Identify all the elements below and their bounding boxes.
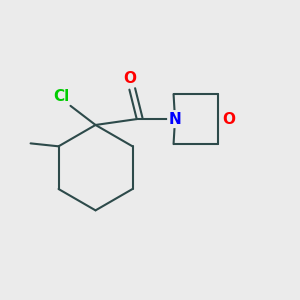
Text: O: O — [123, 71, 136, 86]
Text: Cl: Cl — [53, 89, 69, 104]
Text: N: N — [169, 112, 182, 127]
Text: O: O — [222, 112, 235, 127]
